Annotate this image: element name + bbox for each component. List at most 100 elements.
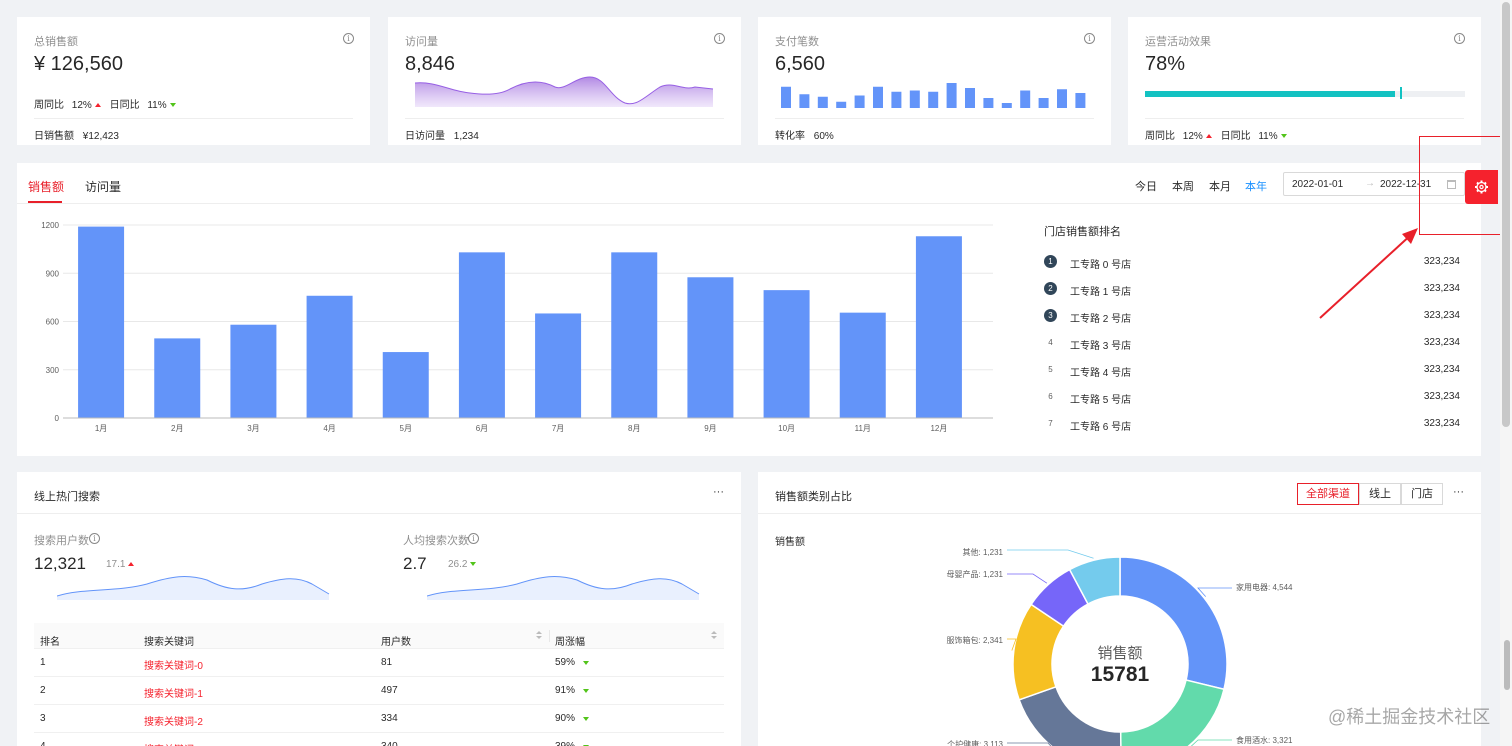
sales-bar[interactable] [230, 324, 277, 418]
cell-users: 497 [381, 685, 398, 696]
col-weekly-change[interactable]: 周涨幅 [555, 637, 585, 648]
scrollbar-thumb[interactable] [1502, 2, 1510, 427]
date-start[interactable]: 2022-01-01 [1292, 179, 1344, 190]
info-icon[interactable]: i [343, 33, 354, 44]
range-week[interactable]: 本周 [1172, 181, 1194, 193]
channel-all-button[interactable]: 全部渠道 [1297, 483, 1359, 505]
footer-value: ¥12,423 [82, 131, 119, 142]
store-name: 工专路 2 号店 [1070, 314, 1132, 325]
store-sales: 323,234 [1423, 283, 1460, 294]
y-tick-label: 0 [55, 414, 60, 423]
slice-label: 其他: 1,231 [963, 547, 1004, 557]
sales-bar-chart: 0 300 600 900 1200 1月 2月 3月 4月 5月 6月 7月 8月 9月 10月 11月 12… [41, 221, 993, 433]
search-users-sparkline [57, 576, 330, 600]
sales-bar[interactable] [78, 226, 125, 418]
info-icon[interactable]: i [468, 533, 479, 544]
range-year[interactable]: 本年 [1245, 181, 1267, 193]
cell-change: 39% [555, 741, 575, 746]
donut-center-label: 销售额 [1097, 645, 1142, 662]
donut-slice[interactable] [1119, 556, 1228, 691]
store-name: 工专路 1 号店 [1070, 287, 1132, 298]
sales-bar[interactable] [458, 252, 505, 418]
x-tick-label: 3月 [247, 424, 259, 433]
ranking-item: 3 工专路 2 号店 323,234 [1044, 309, 1460, 325]
payment-bar [983, 98, 994, 108]
settings-button[interactable] [1465, 170, 1498, 204]
cell-change: 90% [555, 713, 576, 724]
date-range-picker[interactable]: 2022-01-01 → 2022-12-31 [1283, 172, 1465, 196]
cell-keyword-link[interactable]: 搜索关键词-2 [144, 717, 203, 728]
donut-slice[interactable] [1068, 556, 1121, 606]
panel-title: 线上热门搜索 [34, 491, 100, 503]
avg-search-label: 人均搜索次数 [403, 535, 469, 547]
caret-up-icon [94, 103, 101, 107]
sales-bar[interactable] [535, 313, 582, 418]
scrollbar-handle[interactable] [1504, 640, 1510, 690]
search-users-change: 17.1 [106, 559, 140, 570]
cell-users: 81 [381, 657, 393, 668]
caret-down-icon [1280, 134, 1287, 138]
channel-store-button[interactable]: 门店 [1401, 483, 1443, 505]
table-row: 1 搜索关键词-0 81 59% [34, 649, 724, 677]
x-tick-label: 10月 [778, 424, 795, 433]
info-icon[interactable]: i [89, 533, 100, 544]
channel-online-button[interactable]: 线上 [1359, 483, 1401, 505]
donut-slice[interactable] [1119, 679, 1225, 746]
donut-slice[interactable] [1018, 685, 1122, 746]
x-tick-label: 6月 [476, 424, 488, 433]
visits-area [415, 77, 713, 107]
search-table: 排名 搜索关键词 用户数 周涨幅 1 搜索关键词-0 81 59% 2 搜索关键词-1 49… [34, 623, 724, 746]
stat-card-campaign: 运营活动效果 i 78% 周同比 12% 日同比 11% [1128, 17, 1481, 145]
pie-title: 销售额 [775, 537, 805, 548]
more-menu-icon[interactable]: ··· [1453, 486, 1464, 498]
donut-center-value: 15781 [1091, 663, 1150, 686]
stat-trends: 周同比 12% 日同比 11% [34, 96, 182, 111]
stat-value: 8,846 [405, 53, 456, 75]
progress-track [1145, 91, 1465, 97]
sort-icon[interactable] [536, 631, 542, 641]
x-tick-label: 1月 [95, 424, 107, 433]
rank-badge: 2 [1044, 282, 1057, 295]
sales-bar[interactable] [306, 295, 353, 418]
footer-label: 转化率 [775, 131, 805, 142]
sales-bar[interactable] [382, 352, 429, 418]
hot-search-panel: 线上热门搜索 ··· 搜索用户数 i 12,321 17.1 人均搜索次数 i … [17, 472, 741, 746]
x-tick-label: 9月 [704, 424, 716, 433]
sales-bar[interactable] [687, 277, 734, 418]
col-rank: 排名 [40, 637, 60, 648]
cell-keyword-link[interactable]: 搜索关键词-1 [144, 689, 203, 700]
sales-bar[interactable] [915, 236, 962, 418]
payments-bar-chart [781, 83, 1086, 108]
more-menu-icon[interactable]: ··· [713, 486, 724, 498]
sales-bar[interactable] [763, 290, 810, 418]
cell-keyword-link[interactable]: 搜索关键词-0 [144, 661, 203, 672]
x-tick-label: 8月 [628, 424, 640, 433]
sales-panel: 销售额 访问量 今日 本周 本月 本年 2022-01-01 → 2022-12… [17, 163, 1481, 456]
sales-bar[interactable] [154, 338, 201, 418]
cell-keyword-link[interactable]: 搜索关键词-3 [144, 741, 203, 746]
info-icon[interactable]: i [1084, 33, 1095, 44]
y-tick-label: 1200 [41, 221, 59, 230]
info-icon[interactable]: i [1454, 33, 1465, 44]
stat-card-payments: 支付笔数 i 6,560 转化率 60% [758, 17, 1111, 145]
scrollbar-track[interactable] [1500, 0, 1512, 746]
cell-change: 59% [555, 657, 576, 668]
cell-rank: 2 [40, 685, 46, 696]
x-tick-label: 2月 [171, 424, 183, 433]
col-users[interactable]: 用户数 [381, 637, 411, 648]
payment-bar [873, 86, 883, 108]
sales-bar[interactable] [839, 312, 886, 418]
date-separator: → [1365, 178, 1375, 189]
slice-label: 个护健康: 3,113 [947, 739, 1003, 746]
tab-visits[interactable]: 访问量 [85, 180, 122, 194]
change-value: 26.2 [448, 559, 468, 570]
info-icon[interactable]: i [714, 33, 725, 44]
payment-bar [1020, 90, 1031, 108]
date-end[interactable]: 2022-12-31 [1380, 179, 1432, 190]
range-month[interactable]: 本月 [1209, 181, 1231, 193]
sort-icon[interactable] [711, 631, 717, 641]
range-today[interactable]: 今日 [1135, 181, 1157, 193]
week-compare-label: 周同比 [1145, 131, 1175, 142]
tab-sales[interactable]: 销售额 [28, 180, 65, 194]
sales-bar[interactable] [611, 252, 658, 418]
